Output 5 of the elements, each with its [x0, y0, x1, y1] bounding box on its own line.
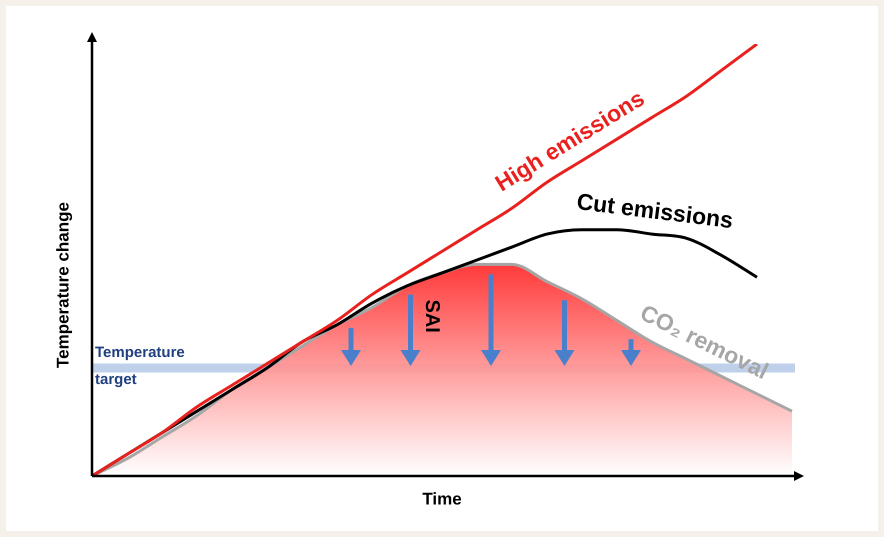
text: Cut emissions [575, 188, 734, 234]
annotation: SAI [420, 299, 443, 333]
x-axis-title: Time [422, 490, 462, 509]
y-axis-title: Temperature change [54, 202, 73, 368]
ref-line-label: Temperature target [95, 344, 185, 388]
